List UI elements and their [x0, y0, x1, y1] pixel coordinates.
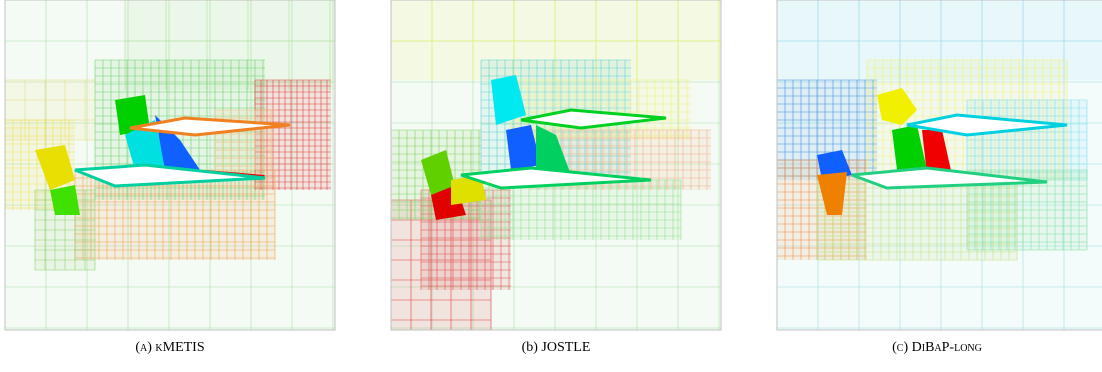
mesh-region: [481, 180, 681, 240]
figure: {"captions": ["(a) kMETIS", "(b) JOSTLE"…: [0, 0, 1102, 372]
caption: (b) JOSTLE: [391, 340, 721, 356]
mesh-panel: [5, 0, 335, 330]
mesh-panel: [391, 0, 721, 330]
caption: (a) kMETIS: [5, 340, 335, 356]
mesh-panels: [0, 0, 1102, 335]
caption: (c) DiBaP-long: [772, 340, 1102, 356]
mesh-panel: [777, 0, 1102, 330]
partition: [50, 185, 80, 215]
mesh-region: [215, 110, 275, 170]
